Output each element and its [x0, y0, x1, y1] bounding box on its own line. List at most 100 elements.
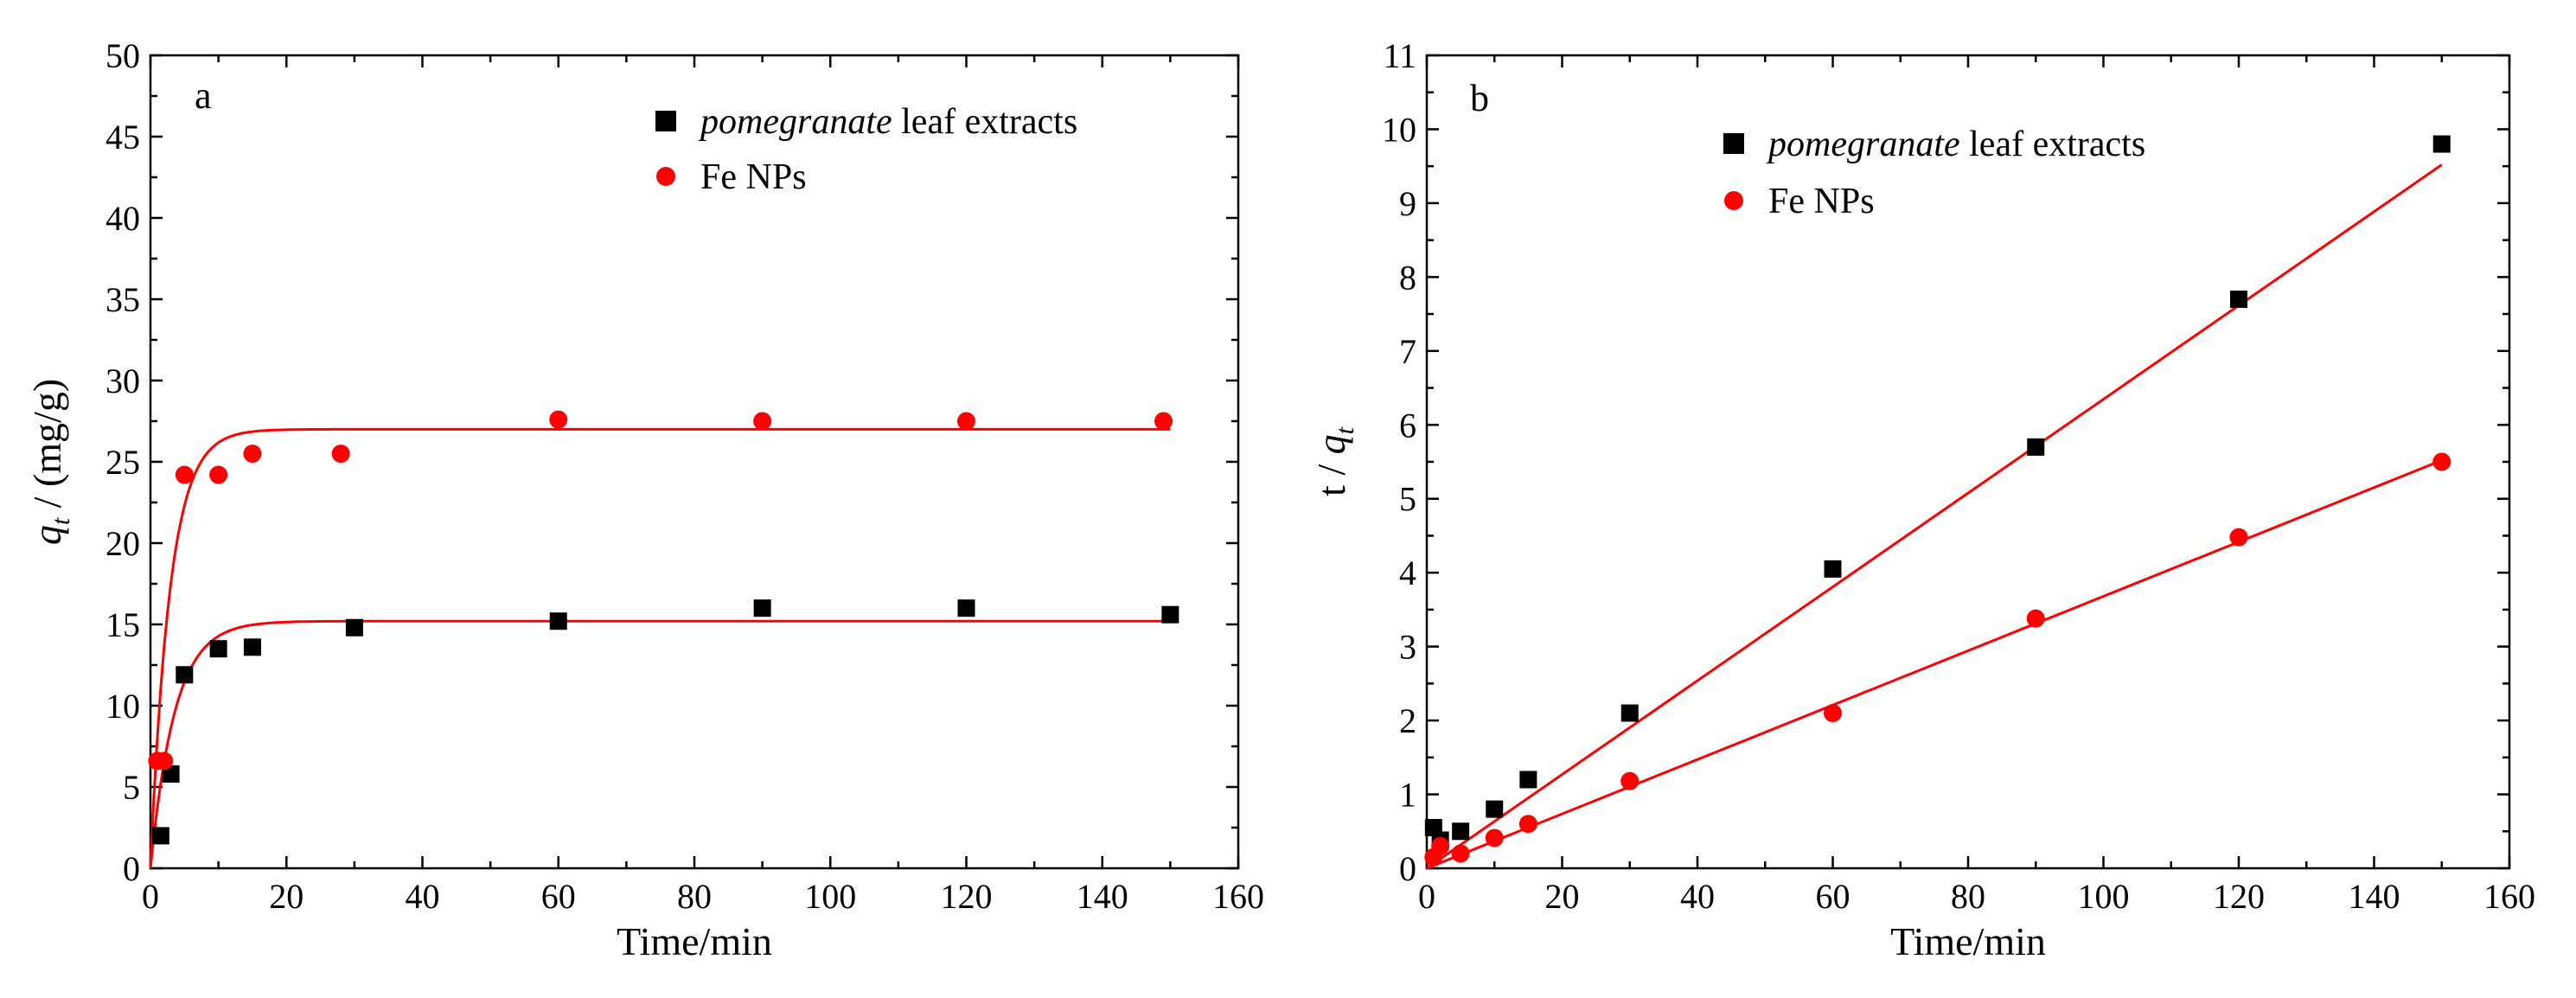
fit-line: [1426, 163, 2443, 870]
plot-frame: [149, 54, 1240, 870]
data-point-circle: [243, 445, 262, 464]
x-tick-label: 40: [1680, 877, 1715, 916]
y-tick-label: 2: [1399, 701, 1416, 740]
legend: pomegranate leaf extracts Fe NPs: [1723, 125, 2145, 221]
data-point-square: [209, 640, 227, 658]
data-point-circle: [1518, 815, 1537, 834]
data-point-circle: [155, 752, 174, 771]
y-axis-label-sub: t: [47, 517, 75, 525]
legend-marker-circle: [1724, 191, 1743, 210]
legend-label: Fe NPs: [1768, 182, 1875, 221]
x-axis-label: Time/min: [617, 919, 772, 963]
x-tick-label: 160: [1212, 877, 1264, 916]
y-tick-label: 0: [123, 849, 140, 888]
data-point-circle: [957, 412, 975, 431]
fit-line: [1426, 458, 2443, 870]
y-tick-label: 35: [105, 280, 140, 319]
y-axis-label: qt / (mg/g): [25, 379, 75, 545]
panel-label: a: [195, 74, 212, 117]
legend-label-italic: pomegranate: [1766, 125, 1960, 164]
legend: pomegranate leaf extracts Fe NPs: [655, 102, 1077, 197]
data-point-square: [1519, 771, 1537, 789]
y-axis-label-t: t /: [1309, 454, 1353, 496]
y-axis-label: t / qt: [1309, 426, 1359, 496]
data-point-square: [243, 638, 261, 656]
legend-label-text: Fe NPs: [1768, 182, 1875, 221]
legend-label-text: Fe NPs: [700, 157, 807, 197]
data-point-square: [1824, 560, 1842, 578]
y-tick-label: 8: [1399, 258, 1416, 297]
y-tick-label: 50: [105, 36, 140, 75]
data-point-circle: [753, 412, 772, 431]
x-tick-label: 140: [2349, 877, 2400, 916]
fit-line: [149, 427, 1171, 869]
legend-label-text: leaf extracts: [1960, 125, 2146, 164]
data-point-square: [151, 827, 169, 845]
legend-label-italic: pomegranate: [698, 102, 892, 142]
y-tick-label: 10: [105, 687, 140, 726]
data-point-circle: [1485, 828, 1504, 848]
data-point-circle: [2229, 528, 2248, 547]
x-tick-label: 160: [2483, 877, 2535, 916]
data-point-square: [2027, 438, 2045, 456]
data-point-square: [957, 599, 975, 617]
data-point-square: [549, 612, 567, 630]
x-tick-label: 40: [406, 877, 440, 916]
legend-label: pomegranate leaf extracts: [698, 102, 1077, 142]
x-tick-label: 60: [541, 877, 576, 916]
x-tick-label: 20: [269, 877, 304, 916]
y-tick-label: 30: [105, 361, 140, 400]
data-point-circle: [209, 465, 228, 484]
data-point-circle: [1451, 844, 1470, 863]
legend-label-text: leaf extracts: [892, 102, 1078, 142]
data-point-square: [176, 666, 194, 684]
y-tick-label: 7: [1399, 332, 1416, 371]
data-point-circle: [331, 445, 350, 464]
y-tick-label: 10: [1382, 110, 1416, 149]
data-point-square: [1452, 822, 1470, 841]
x-tick-label: 20: [1545, 877, 1580, 916]
data-point-square: [1486, 800, 1504, 818]
y-tick-label: 11: [1383, 36, 1416, 75]
y-tick-label: 40: [105, 199, 140, 238]
fit-curves: [1426, 163, 2443, 870]
y-tick-label: 3: [1399, 628, 1416, 667]
y-tick-label: 20: [105, 524, 140, 563]
series-pomegranate: [1424, 135, 2451, 849]
y-tick-label: 0: [1399, 849, 1416, 888]
plot-frame: [1425, 54, 2511, 870]
data-point-square: [345, 618, 363, 637]
fit-curves: [149, 427, 1171, 869]
legend-label: pomegranate leaf extracts: [1766, 125, 2145, 164]
x-tick-label: 120: [2213, 877, 2265, 916]
x-tick-label: 100: [2078, 877, 2130, 916]
legend-label: Fe NPs: [700, 157, 807, 197]
series-fe-nps: [148, 410, 1173, 771]
x-tick-label: 100: [804, 877, 856, 916]
data-point-square: [1620, 704, 1639, 722]
data-point-circle: [1620, 771, 1640, 790]
x-tick-label: 140: [1077, 877, 1128, 916]
data-point-circle: [2432, 452, 2451, 471]
y-tick-label: 5: [123, 768, 140, 807]
x-tick-label: 0: [1418, 877, 1435, 916]
x-tick-label: 120: [941, 877, 993, 916]
legend-marker-square: [1723, 133, 1744, 154]
data-point-square: [1161, 605, 1179, 624]
data-point-circle: [1824, 704, 1842, 723]
legend-marker-circle: [656, 167, 675, 186]
series-pomegranate: [151, 599, 1179, 845]
legend-marker-square: [655, 111, 676, 131]
y-axis-label-q: q: [1309, 434, 1353, 454]
y-tick-label: 5: [1399, 480, 1416, 519]
y-tick-label: 9: [1399, 184, 1416, 223]
y-tick-label: 45: [105, 118, 140, 157]
y-tick-label: 15: [105, 605, 140, 644]
series-fe-nps: [1424, 452, 2451, 867]
y-tick-label: 4: [1399, 553, 1416, 592]
y-tick-label: 1: [1399, 776, 1416, 815]
data-point-square: [2432, 135, 2451, 153]
y-axis-label-sub: t: [1331, 426, 1359, 434]
x-tick-label: 60: [1816, 877, 1851, 916]
